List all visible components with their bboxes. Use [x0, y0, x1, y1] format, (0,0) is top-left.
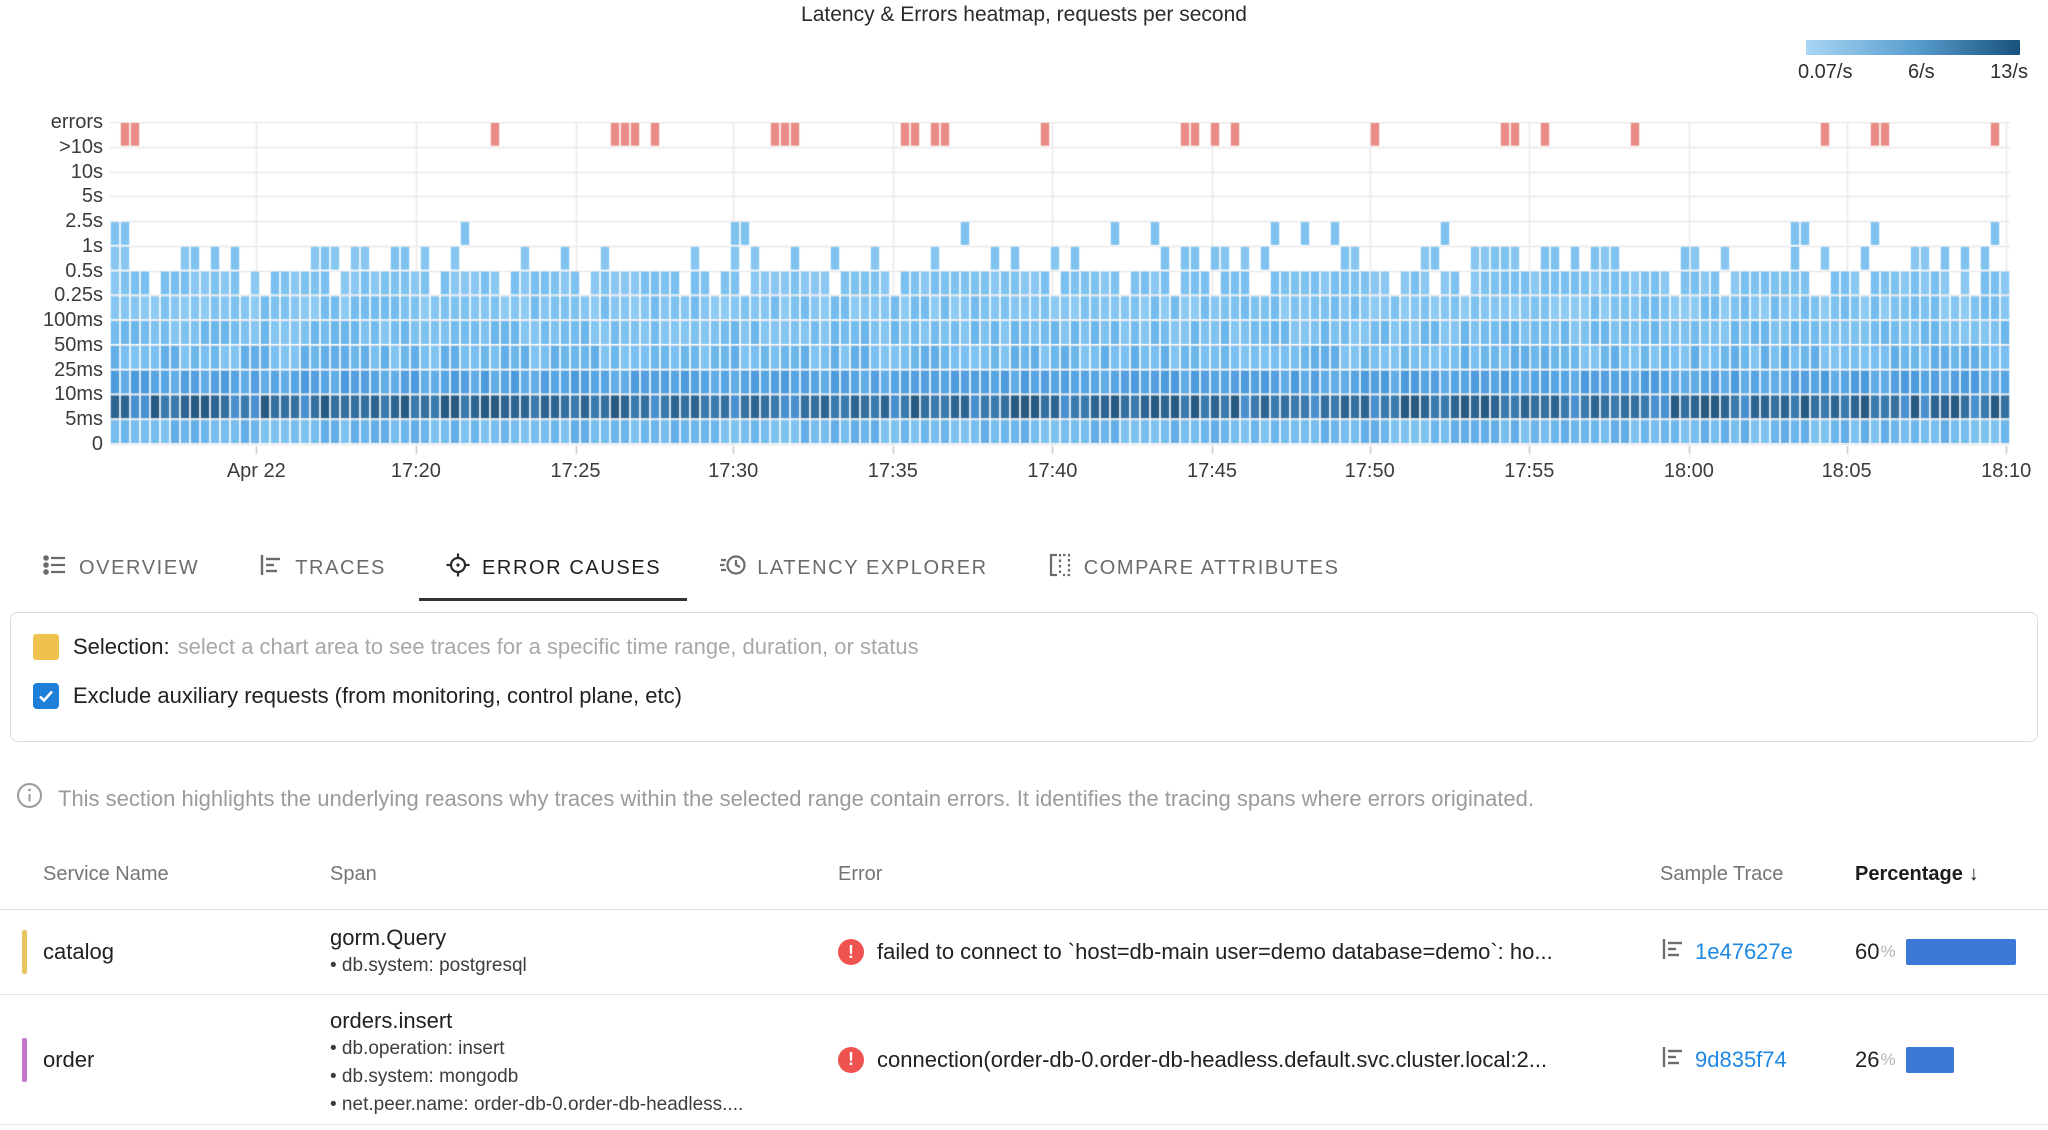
legend-mid-label: 6/s	[1907, 61, 1935, 83]
table-row[interactable]: order orders.insert • db.operation: inse…	[0, 995, 2048, 1125]
service-name: order	[43, 1046, 95, 1072]
page-title: Latency & Errors heatmap, requests per s…	[801, 3, 1247, 26]
section-description-text: This section highlights the underlying r…	[58, 785, 1534, 811]
legend-max-label: 13/s	[1990, 61, 2028, 83]
y-axis-label: 10s	[70, 160, 103, 183]
x-axis-label: 17:40	[1027, 460, 1078, 482]
sample-trace-link[interactable]: 1e47627e	[1695, 939, 1793, 964]
error-message: connection(order-db-0.order-db-headless.…	[877, 1046, 1548, 1072]
service-name: catalog	[43, 939, 114, 964]
header-service-name: Service Name	[43, 863, 169, 885]
compare-icon	[1047, 552, 1073, 584]
table-header: Service Name Span Error Sample Trace Per…	[0, 840, 2048, 910]
service-color-bar	[22, 1037, 27, 1082]
span-attribute: • net.peer.name: order-db-0.order-db-hea…	[330, 1094, 744, 1115]
percentage-value: 60	[1855, 939, 1880, 964]
latency-errors-heatmap[interactable]	[110, 122, 2010, 456]
y-axis-label: 1s	[81, 234, 103, 257]
trace-icon	[1660, 1044, 1686, 1076]
y-axis-label: 0.25s	[54, 284, 103, 307]
exclude-auxiliary-row[interactable]: Exclude auxiliary requests (from monitor…	[33, 683, 2015, 709]
x-axis-label: 18:10	[1981, 460, 2032, 482]
x-axis-label: 17:45	[1186, 460, 1238, 482]
percentage-bar	[1905, 1046, 1954, 1073]
selection-panel: Selection: select a chart area to see tr…	[10, 612, 2038, 742]
tab-compare-attributes[interactable]: COMPARE ATTRIBUTES	[1021, 540, 1366, 601]
list-icon	[42, 552, 68, 584]
tab-label: LATENCY EXPLORER	[757, 556, 988, 579]
header-percentage[interactable]: Percentage ↓	[1855, 863, 1979, 885]
percentage-unit: %	[1880, 1049, 1896, 1069]
heatmap-color-legend: 0.07/s 6/s 13/s	[1798, 40, 2028, 84]
header-span: Span	[330, 863, 377, 885]
x-axis-label: 17:55	[1504, 460, 1555, 482]
percentage-unit: %	[1880, 942, 1896, 961]
error-icon: !	[838, 939, 864, 965]
x-axis-label: 17:50	[1344, 460, 1395, 482]
x-axis-label: 17:35	[867, 460, 918, 482]
span-attribute: • db.system: mongodb	[330, 1066, 519, 1087]
section-tabs: OVERVIEW TRACES ERROR CAUSES	[16, 540, 1366, 601]
x-axis-label: 17:30	[708, 460, 759, 482]
percentage-bar	[1905, 939, 2016, 965]
sort-desc-icon: ↓	[1968, 863, 1979, 885]
span-name: orders.insert	[330, 1008, 453, 1033]
section-description: This section highlights the underlying r…	[16, 782, 1534, 815]
x-axis-label: 17:20	[390, 460, 441, 482]
service-color-bar	[22, 930, 27, 974]
trace-icon	[1660, 936, 1686, 968]
y-axis-label: 10ms	[54, 383, 103, 406]
sample-trace-link[interactable]: 9d835f74	[1695, 1046, 1787, 1072]
tab-overview[interactable]: OVERVIEW	[16, 540, 225, 601]
y-axis-label: 2.5s	[65, 210, 103, 233]
y-axis-label: errors	[50, 111, 103, 133]
crosshair-icon	[445, 552, 471, 584]
y-axis-label: 5ms	[65, 408, 103, 431]
exclude-auxiliary-checkbox[interactable]	[33, 683, 59, 709]
span-attribute: • db.system: postgresql	[330, 955, 527, 976]
selection-hint-text: select a chart area to see traces for a …	[177, 634, 919, 659]
y-axis-label: 0.5s	[65, 259, 103, 282]
x-axis-label: 18:00	[1663, 460, 1714, 482]
span-name: gorm.Query	[330, 925, 447, 950]
tab-error-causes[interactable]: ERROR CAUSES	[418, 540, 688, 601]
error-message: failed to connect to `host=db-main user=…	[877, 939, 1553, 964]
span-attribute: • db.operation: insert	[330, 1038, 505, 1059]
y-axis-label: 25ms	[54, 358, 103, 381]
tab-label: TRACES	[295, 556, 386, 579]
table-row[interactable]: catalog gorm.Query • db.system: postgres…	[0, 910, 2048, 995]
header-sample-trace: Sample Trace	[1660, 863, 1784, 885]
y-axis-label: >10s	[59, 135, 103, 158]
tab-latency-explorer[interactable]: LATENCY EXPLORER	[694, 540, 1013, 601]
error-causes-table: Service Name Span Error Sample Trace Per…	[0, 840, 2048, 1125]
y-axis-label: 50ms	[54, 333, 103, 356]
x-axis-label: Apr 22	[226, 460, 286, 482]
tab-traces[interactable]: TRACES	[232, 540, 412, 601]
tab-label: ERROR CAUSES	[481, 556, 662, 579]
clock-history-icon	[720, 552, 746, 584]
selection-label: Selection:	[73, 634, 170, 659]
selection-color-swatch	[33, 634, 59, 660]
error-icon: !	[838, 1046, 864, 1073]
tab-label: OVERVIEW	[79, 556, 200, 579]
trace-icon	[258, 552, 284, 584]
heatmap-x-axis: Apr 22 17:20 17:25 17:30 17:35 17:40 17:45 17:5…	[110, 460, 2031, 490]
selection-hint-row: Selection: select a chart area to see tr…	[33, 634, 2015, 660]
tab-label: COMPARE ATTRIBUTES	[1083, 556, 1340, 579]
x-axis-label: 17:25	[550, 460, 601, 482]
header-error: Error	[838, 863, 883, 885]
y-axis-label: 0	[91, 433, 103, 455]
exclude-auxiliary-label[interactable]: Exclude auxiliary requests (from monitor…	[73, 683, 682, 708]
legend-gradient-bar	[1806, 40, 2020, 55]
x-axis-label: 18:05	[1821, 460, 1872, 482]
y-axis-label: 5s	[81, 185, 103, 208]
percentage-value: 26	[1855, 1046, 1880, 1072]
info-icon	[16, 782, 43, 815]
legend-min-label: 0.07/s	[1798, 61, 1853, 83]
y-axis-label: 100ms	[42, 309, 103, 332]
